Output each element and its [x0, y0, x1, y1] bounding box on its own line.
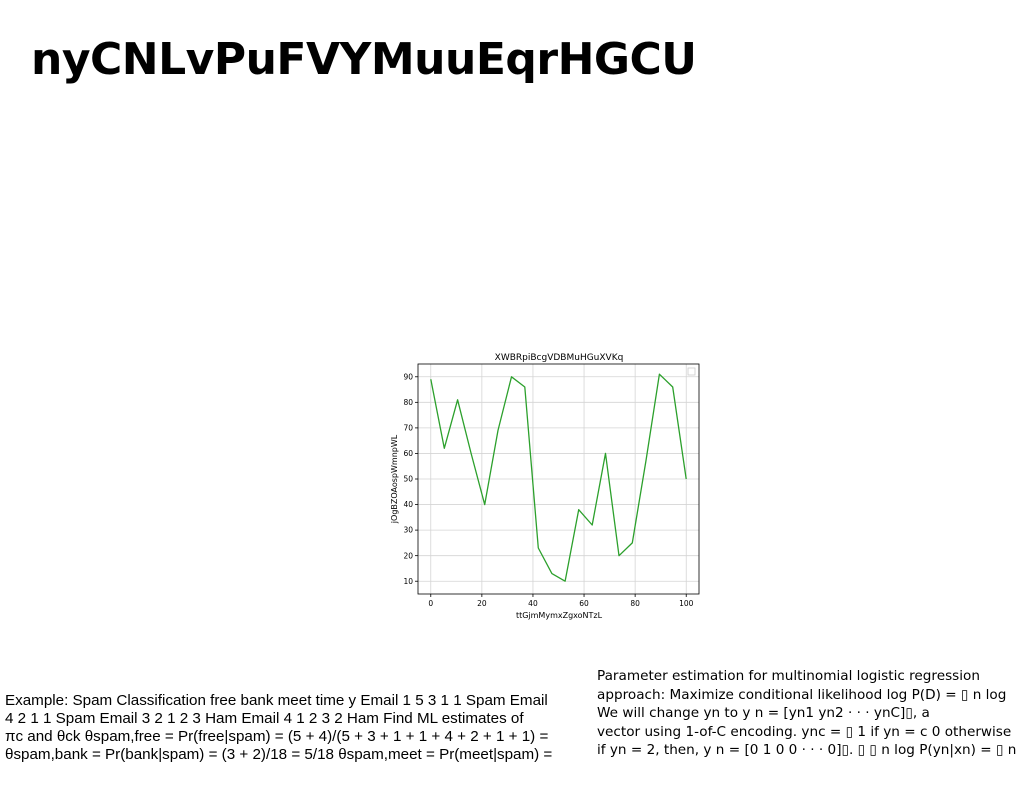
estimation-text-line: vector using 1-of-C encoding. ync = ▯ 1 …: [597, 723, 1012, 740]
y-tick-label: 30: [403, 526, 413, 535]
x-tick-label: 0: [428, 599, 433, 608]
y-tick-label: 20: [403, 551, 413, 560]
chart-gridlines: [418, 364, 699, 594]
example-text-line: 4 2 1 1 Spam Email 3 2 1 2 3 Ham Email 4…: [5, 710, 524, 727]
x-tick-label: 100: [679, 599, 694, 608]
chart-y-axis-label: jOgBZOAospWmnpWL: [390, 434, 399, 524]
slide-title: nyCNLvPuFVYMuuEqrHGCU: [31, 34, 697, 85]
parameter-estimation-text-block: Parameter estimation for multinomial log…: [597, 667, 1024, 760]
x-tick-label: 40: [528, 599, 538, 608]
legend-box: [687, 367, 696, 376]
estimation-text-line: Parameter estimation for multinomial log…: [597, 668, 980, 684]
example-text-line: πc and θck θspam,free = Pr(free|spam) = …: [5, 728, 549, 745]
estimation-text-line: approach: Maximize conditional likelihoo…: [597, 686, 1007, 703]
y-tick-label: 50: [403, 475, 413, 484]
estimation-text-line: We will change yn to y n = [yn1 yn2 · · …: [597, 705, 930, 721]
chart-axis-ticks: 0 20 40 60 80 100 10 20 30 40 50 60 70 80 90: [403, 372, 693, 608]
line-chart: XWBRpiBcgVDBMuHGuXVKq 0 20 40 60 80 100 10 20 30…: [386, 346, 708, 624]
example-text-line: Example: Spam Classification free bank m…: [5, 692, 548, 709]
x-tick-label: 20: [477, 599, 487, 608]
y-tick-label: 40: [403, 500, 413, 509]
example-text-line: θspam,bank = Pr(bank|spam) = (3 + 2)/18 …: [5, 746, 553, 763]
chart-x-axis-label: ttGjmMymxZgxoNTzL: [516, 611, 603, 620]
y-tick-label: 60: [403, 449, 413, 458]
y-tick-label: 80: [403, 398, 413, 407]
estimation-text-line: if yn = 2, then, y n = [0 1 0 0 · · · 0]…: [597, 742, 1017, 758]
example-text-block: Example: Spam Classification free bank m…: [5, 692, 585, 764]
x-tick-label: 80: [630, 599, 640, 608]
y-tick-label: 90: [403, 372, 413, 381]
line-chart-svg: XWBRpiBcgVDBMuHGuXVKq 0 20 40 60 80 100 10 20 30…: [390, 353, 700, 620]
x-tick-label: 60: [579, 599, 589, 608]
chart-title: XWBRpiBcgVDBMuHGuXVKq: [495, 353, 624, 363]
y-tick-label: 70: [403, 423, 413, 432]
chart-series-line: [430, 373, 687, 582]
y-tick-label: 10: [403, 577, 413, 586]
